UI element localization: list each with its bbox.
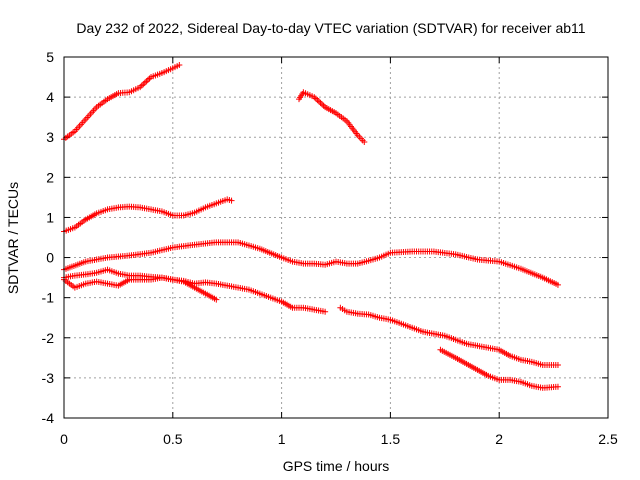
series-track-4 bbox=[61, 239, 561, 288]
y-axis-label: SDTVAR / TECUs bbox=[5, 182, 21, 294]
data-point bbox=[141, 79, 148, 86]
series-track-2 bbox=[296, 89, 368, 146]
data-point bbox=[322, 308, 329, 315]
series-track-8 bbox=[437, 346, 561, 391]
x-axis-label: GPS time / hours bbox=[283, 458, 390, 474]
data-point bbox=[140, 81, 147, 88]
y-tick-label: 1 bbox=[46, 209, 54, 225]
y-tick-label: 4 bbox=[46, 89, 54, 105]
data-point bbox=[315, 98, 322, 105]
series-track-1 bbox=[61, 62, 183, 143]
y-tick-label: -2 bbox=[42, 330, 55, 346]
x-tick-label: 1.5 bbox=[381, 431, 401, 447]
data-point bbox=[143, 78, 150, 85]
y-tick-label: -3 bbox=[42, 370, 55, 386]
data-point bbox=[213, 296, 220, 303]
x-tick-label: 0 bbox=[60, 431, 68, 447]
y-tick-label: 0 bbox=[46, 250, 54, 266]
y-tick-label: -1 bbox=[42, 290, 55, 306]
tick-layer: 0 0.5 1 1.5 2 2.5 -4 -3 -2 -1 0 1 2 3 4 5 bbox=[42, 49, 618, 447]
data-point bbox=[317, 99, 324, 106]
y-tick-label: -4 bbox=[42, 410, 55, 426]
data-layer bbox=[61, 62, 561, 391]
data-point bbox=[176, 62, 183, 69]
grid-layer bbox=[64, 57, 608, 418]
plot-frame bbox=[63, 56, 609, 419]
series-track-3 bbox=[61, 196, 235, 235]
data-point bbox=[314, 96, 321, 103]
data-point bbox=[554, 362, 561, 369]
x-tick-label: 1 bbox=[278, 431, 286, 447]
data-point bbox=[319, 101, 326, 108]
series-track-6 bbox=[61, 274, 329, 315]
data-point bbox=[228, 197, 235, 204]
data-point bbox=[361, 139, 368, 146]
y-tick-label: 2 bbox=[46, 169, 54, 185]
x-tick-label: 2.5 bbox=[598, 431, 618, 447]
y-tick-label: 5 bbox=[46, 49, 54, 65]
series-track-7 bbox=[337, 304, 561, 369]
x-tick-label: 2 bbox=[495, 431, 503, 447]
data-point bbox=[554, 281, 561, 288]
y-tick-label: 3 bbox=[46, 129, 54, 145]
x-tick-label: 0.5 bbox=[163, 431, 183, 447]
data-point bbox=[144, 76, 151, 83]
data-point bbox=[554, 383, 561, 390]
chart-title: Day 232 of 2022, Sidereal Day-to-day VTE… bbox=[76, 20, 585, 36]
